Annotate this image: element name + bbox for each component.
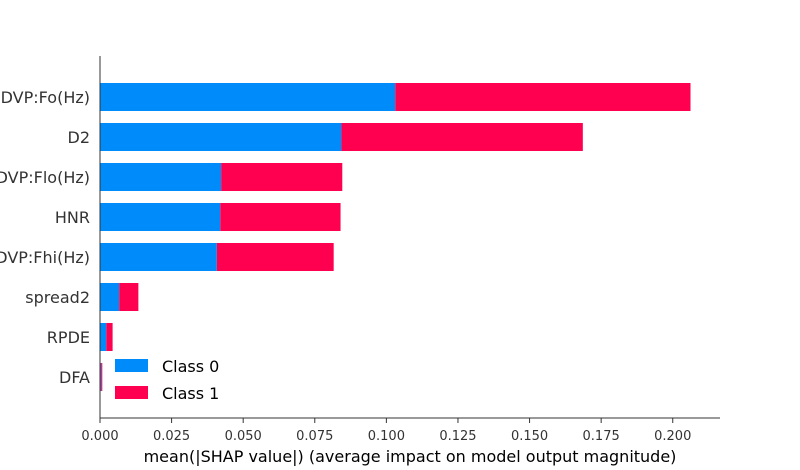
x-ticks: 0.000 0.025 0.050 0.075 0.100 0.125 0.150 0.175…: [81, 418, 691, 444]
bar-class-0-2: [100, 163, 222, 191]
bar-class-0-1: [100, 123, 342, 151]
bar-class-1-2: [221, 163, 343, 191]
x-tick-label-0: 0.000: [81, 429, 118, 444]
category-label-3: HNR: [55, 208, 90, 227]
x-tick-label-7: 0.175: [583, 429, 620, 444]
category-label-6: RPDE: [47, 328, 90, 347]
bar-class-1-0: [395, 83, 691, 111]
bar-class-0-6: [100, 323, 107, 351]
x-tick-label-1: 0.025: [153, 429, 190, 444]
legend-swatch-class-1: [115, 386, 148, 399]
bar-class-0-0: [100, 83, 396, 111]
category-label-1: D2: [68, 128, 91, 147]
bar-class-0-4: [100, 243, 217, 271]
legend-label-class-1: Class 1: [162, 384, 219, 403]
x-tick-label-6: 0.150: [511, 429, 548, 444]
bar-class-1-5: [119, 283, 139, 311]
bar-class-1-1: [341, 123, 583, 151]
bar-class-0-7: [100, 363, 102, 391]
x-tick-label-3: 0.075: [296, 429, 333, 444]
x-tick-label-8: 0.200: [654, 429, 691, 444]
bar-class-1-4: [216, 243, 334, 271]
category-label-4: MDVP:Fhi(Hz): [0, 248, 90, 267]
bar-class-0-3: [100, 203, 221, 231]
category-label-5: spread2: [25, 288, 90, 307]
x-axis-title: mean(|SHAP value|) (average impact on mo…: [144, 447, 677, 466]
bar-class-1-3: [220, 203, 341, 231]
category-labels: MDVP:Fo(Hz) D2 MDVP:Flo(Hz) HNR MDVP:Fhi(Hz)…: [0, 88, 90, 387]
bar-class-1-6: [106, 323, 113, 351]
legend: Class 0 Class 1: [115, 357, 219, 403]
bar-class-1-7: [101, 363, 103, 391]
x-tick-label-4: 0.100: [368, 429, 405, 444]
x-tick-label-2: 0.050: [225, 429, 262, 444]
category-label-0: MDVP:Fo(Hz): [0, 88, 90, 107]
category-label-7: DFA: [59, 368, 90, 387]
legend-swatch-class-0: [115, 359, 148, 372]
bar-class-0-5: [100, 283, 120, 311]
legend-label-class-0: Class 0: [162, 357, 219, 376]
x-tick-label-5: 0.125: [439, 429, 476, 444]
bars-group: [100, 83, 691, 391]
category-label-2: MDVP:Flo(Hz): [0, 168, 90, 187]
